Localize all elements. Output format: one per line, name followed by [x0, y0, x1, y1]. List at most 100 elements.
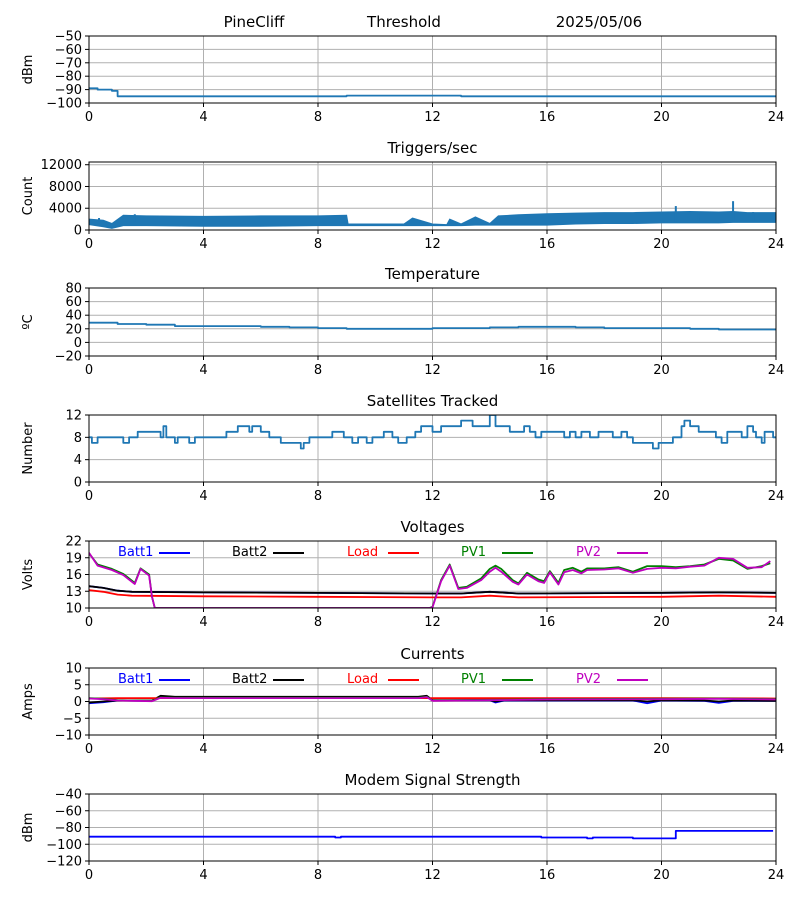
y-tick-label: 10	[65, 602, 82, 617]
y-tick-label: 13	[65, 585, 82, 600]
x-tick-label: 4	[199, 868, 207, 883]
x-tick-label: 4	[199, 742, 207, 757]
legend-label-batt2: Batt2	[232, 545, 267, 560]
x-tick-label: 20	[653, 363, 670, 378]
y-tick-label: 40	[65, 309, 82, 324]
x-tick-label: 4	[199, 615, 207, 630]
station-name: PineCliff	[224, 13, 285, 31]
x-tick-label: 0	[85, 615, 93, 630]
y-tick-label: −100	[46, 97, 82, 112]
x-tick-label: 24	[768, 868, 785, 883]
y-tick-label: 80	[65, 282, 82, 297]
grid-lines	[89, 794, 776, 861]
y-axis-label: dBm	[21, 55, 36, 85]
y-tick-label: 4	[74, 453, 82, 468]
y-tick-label: 60	[65, 295, 82, 310]
legend-label-pv1: PV1	[461, 672, 486, 687]
series-group	[89, 831, 773, 839]
panel-title: Satellites Tracked	[367, 392, 498, 410]
y-tick-label: 16	[65, 568, 82, 583]
x-tick-label: 4	[199, 237, 207, 252]
y-axis-label: Number	[21, 422, 36, 475]
y-tick-label: −5	[63, 712, 82, 727]
series-line	[89, 831, 773, 839]
y-tick-label: 0	[74, 336, 82, 351]
figure-header: PineCliff Threshold 2025/05/06	[224, 13, 643, 31]
x-tick-label: 20	[653, 742, 670, 757]
x-tick-label: 20	[653, 615, 670, 630]
x-tick-label: 4	[199, 489, 207, 504]
y-tick-label: 12000	[41, 158, 82, 173]
legend-label-pv1: PV1	[461, 545, 486, 560]
x-tick-label: 8	[314, 868, 322, 883]
y-tick-label: −90	[55, 83, 82, 98]
x-tick-label: 20	[653, 110, 670, 125]
x-tick-label: 16	[539, 110, 556, 125]
x-tick-label: 8	[314, 742, 322, 757]
panel-title: Triggers/sec	[387, 139, 478, 157]
y-tick-label: −80	[55, 70, 82, 85]
x-tick-label: 8	[314, 237, 322, 252]
x-tick-label: 0	[85, 110, 93, 125]
y-tick-label: −70	[55, 56, 82, 71]
x-tick-label: 4	[199, 363, 207, 378]
panel-title: Currents	[400, 645, 464, 663]
legend-label-batt1: Batt1	[118, 672, 153, 687]
y-tick-label: 4000	[49, 202, 82, 217]
x-tick-label: 24	[768, 489, 785, 504]
x-tick-label: 24	[768, 615, 785, 630]
x-tick-label: 12	[424, 742, 441, 757]
y-axis-label: ºC	[21, 314, 36, 329]
y-tick-label: −40	[55, 788, 82, 803]
legend-label-load: Load	[347, 545, 378, 560]
y-tick-label: −80	[55, 821, 82, 836]
y-tick-label: 20	[65, 322, 82, 337]
y-axis-label: Amps	[21, 683, 36, 720]
y-axis: −100−90−80−70−60−50	[46, 30, 89, 112]
y-tick-label: −60	[55, 43, 82, 58]
grid-lines	[89, 415, 776, 482]
x-tick-label: 12	[424, 615, 441, 630]
x-tick-label: 24	[768, 363, 785, 378]
y-axis-label: Count	[21, 177, 36, 216]
x-tick-label: 16	[539, 363, 556, 378]
x-tick-label: 24	[768, 110, 785, 125]
x-tick-label: 0	[85, 363, 93, 378]
legend-label-pv2: PV2	[576, 672, 601, 687]
x-tick-label: 8	[314, 615, 322, 630]
grid-lines	[89, 288, 776, 356]
x-tick-label: 20	[653, 237, 670, 252]
y-tick-label: 8000	[49, 180, 82, 195]
x-tick-label: 12	[424, 868, 441, 883]
x-tick-label: 12	[424, 363, 441, 378]
series-line-pv1	[89, 553, 770, 608]
y-tick-label: −10	[55, 729, 82, 744]
y-tick-label: 19	[65, 551, 82, 566]
x-tick-label: 16	[539, 489, 556, 504]
x-tick-label: 20	[653, 489, 670, 504]
legend-label-load: Load	[347, 672, 378, 687]
series-line-pv2	[89, 553, 770, 608]
grid-lines	[89, 36, 776, 103]
x-tick-label: 0	[85, 868, 93, 883]
x-tick-label: 4	[199, 110, 207, 125]
x-tick-label: 16	[539, 237, 556, 252]
x-tick-label: 12	[424, 237, 441, 252]
y-tick-label: 0	[74, 695, 82, 710]
y-axis: −120−100−80−60−40	[46, 788, 89, 870]
x-tick-label: 0	[85, 742, 93, 757]
